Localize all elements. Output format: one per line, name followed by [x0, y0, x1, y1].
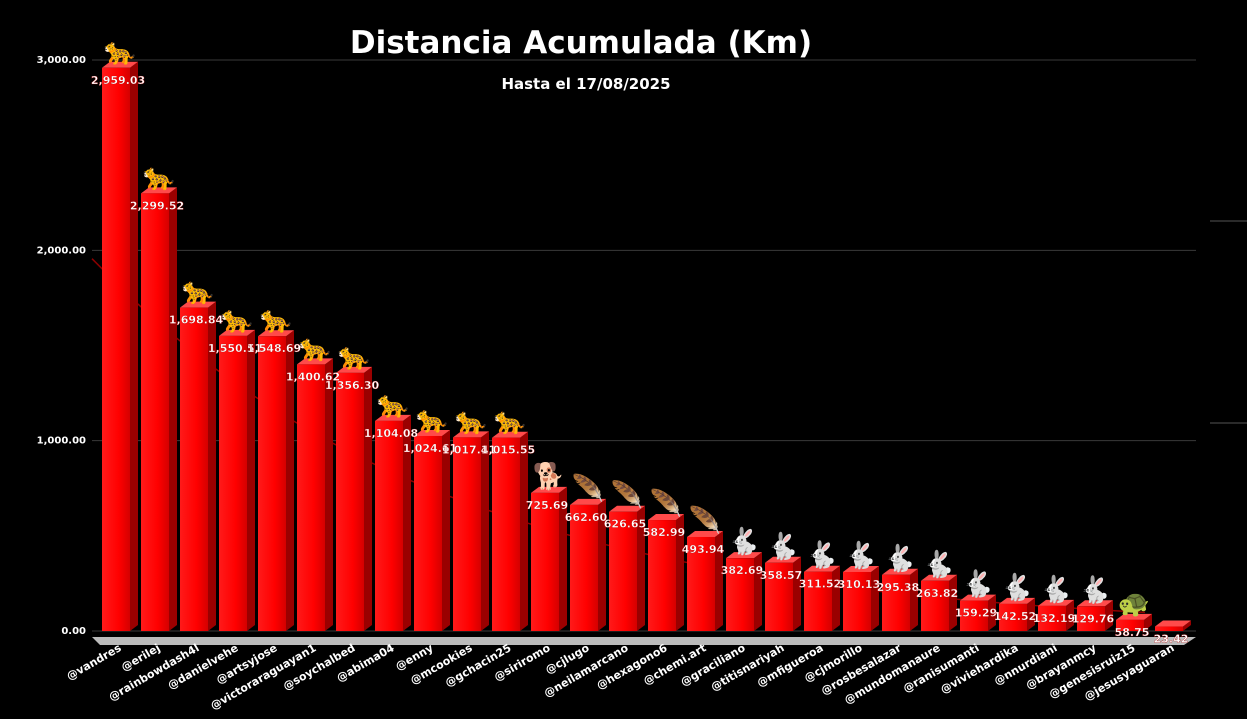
data-label: 311.52	[799, 578, 841, 591]
bar	[492, 431, 528, 631]
chart-title: Distancia Acumulada (Km)	[350, 25, 812, 61]
leopard-icon: 🐆	[143, 162, 175, 192]
data-label: 1,017.41	[442, 443, 496, 456]
data-label: 159.29	[955, 607, 997, 620]
data-label: 1,015.55	[481, 444, 535, 457]
data-label: 662.60	[565, 511, 608, 524]
bar	[999, 597, 1035, 631]
y-tick-label: 3,000.00	[37, 55, 86, 66]
rabbit-icon: 🐇	[884, 543, 916, 574]
rabbit-icon: 🐇	[1079, 574, 1111, 605]
feather-icon: 🪶	[689, 504, 721, 536]
bar	[414, 429, 450, 631]
rabbit-icon: 🐇	[806, 540, 838, 571]
leopard-icon: 🐆	[377, 390, 409, 420]
data-label: 626.65	[604, 518, 646, 531]
bar	[102, 61, 138, 631]
rabbit-icon: 🐇	[1040, 574, 1072, 605]
data-label: 1,104.08	[364, 427, 418, 440]
data-label: 1,550.51	[208, 342, 262, 355]
bars	[102, 61, 1191, 631]
data-label: 2,959.03	[91, 74, 145, 87]
leopard-icon: 🐆	[182, 277, 214, 307]
data-label: 132.19	[1033, 612, 1075, 625]
leopard-icon: 🐆	[260, 305, 292, 335]
bar	[921, 574, 957, 631]
data-label: 1,698.84	[169, 314, 224, 327]
bar	[180, 301, 216, 631]
turtle-icon: 🐢	[1118, 589, 1150, 619]
data-label: 310.13	[838, 578, 880, 591]
rabbit-icon: 🐇	[845, 540, 877, 571]
data-label: 2,299.52	[130, 199, 184, 212]
data-label: 142.52	[994, 610, 1036, 623]
bar	[141, 187, 177, 631]
data-label: 129.76	[1072, 612, 1115, 625]
data-label: 1,356.30	[325, 379, 380, 392]
bar	[882, 568, 918, 631]
bar	[804, 565, 840, 631]
bar	[258, 330, 294, 631]
bar	[1077, 600, 1113, 631]
data-label: 358.57	[760, 569, 802, 582]
bar	[765, 556, 801, 631]
bar	[570, 498, 606, 631]
data-label: 725.69	[526, 499, 568, 512]
bar	[531, 486, 567, 631]
x-tick-label: @vandres	[64, 641, 123, 683]
data-label: 382.69	[721, 564, 763, 577]
bar	[375, 414, 411, 631]
bar	[336, 366, 372, 631]
bar	[960, 594, 996, 631]
bar	[1155, 620, 1191, 631]
x-axis: @vandres@erilej@rainbowdash4l@danielvehe…	[64, 641, 1176, 712]
bar	[726, 552, 762, 631]
rabbit-icon: 🐇	[962, 569, 994, 600]
data-label: 263.82	[916, 587, 958, 600]
bar	[1038, 599, 1074, 631]
bar	[297, 358, 333, 631]
rabbit-icon: 🐇	[728, 526, 760, 557]
feather-icon: 🪶	[650, 487, 682, 519]
leopard-icon: 🐆	[299, 333, 331, 363]
feather-icon: 🪶	[572, 472, 604, 504]
y-tick-label: 0.00	[61, 626, 86, 637]
data-label: 23.42	[1154, 633, 1189, 646]
leopard-icon: 🐆	[494, 407, 526, 437]
leopard-icon: 🐆	[416, 405, 448, 435]
bar	[219, 329, 255, 631]
floor-plane	[92, 637, 1196, 645]
y-tick-label: 2,000.00	[37, 245, 86, 256]
y-tick-label: 1,000.00	[37, 436, 86, 447]
y-axis: 0.00 1,000.00 2,000.00 3,000.00	[37, 55, 86, 637]
data-labels: 2,959.03 2,299.52 1,698.84 1,550.511,548.69…	[91, 74, 1189, 646]
data-label: 1,548.69	[247, 342, 301, 355]
feather-icon: 🪶	[611, 479, 643, 511]
bar	[609, 505, 645, 631]
data-label: 295.38	[877, 581, 919, 594]
data-label: 1,024.61	[403, 442, 457, 455]
data-label: 582.99	[643, 526, 685, 539]
leopard-icon: 🐆	[338, 342, 370, 372]
data-label: 1,400.62	[286, 370, 340, 383]
bar	[1116, 613, 1152, 631]
bar	[648, 514, 684, 631]
chart-subtitle: Hasta el 17/08/2025	[501, 75, 670, 93]
data-label: 493.94	[682, 543, 725, 556]
rabbit-icon: 🐇	[923, 549, 955, 580]
data-label: 58.75	[1115, 626, 1150, 639]
rabbit-icon: 🐇	[767, 531, 799, 562]
leopard-icon: 🐆	[455, 406, 487, 436]
leopard-icon: 🐆	[104, 37, 136, 67]
dog-icon: 🐕	[533, 461, 565, 492]
bar-icons: 🐆🐆🐆🐆 🐆🐆 🐆🐆🐆 🐆 🐆🐕 🪶 🪶 🪶🪶🐇 🐇 🐇 🐇 🐇 🐇🐇 🐇 🐇 🐇 🐢	[104, 37, 1150, 619]
bar	[687, 530, 723, 631]
leopard-icon: 🐆	[221, 305, 253, 335]
bar	[453, 431, 489, 631]
bar	[843, 565, 879, 631]
rabbit-icon: 🐇	[1001, 572, 1033, 603]
